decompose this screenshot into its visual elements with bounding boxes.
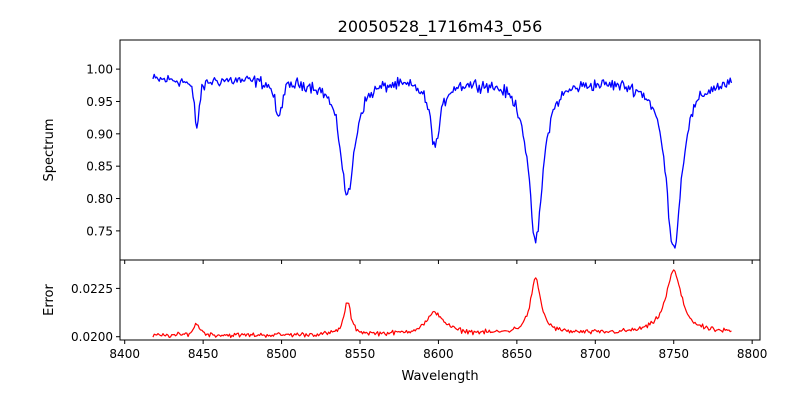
spectrum-y-tick-label: 0.90 [86,127,113,141]
x-tick-label: 8800 [737,347,768,361]
spectrum-y-tick-label: 0.80 [86,192,113,206]
spectrum-y-ticks: 0.75 0.80 0.85 0.90 0.95 1.00 [86,63,120,238]
spectrum-y-tick-label: 1.00 [86,63,113,77]
x-tick-label: 8650 [502,347,533,361]
error-y-tick-label: 0.0200 [71,330,113,344]
x-axis-label: Wavelength [401,369,478,384]
x-tick-label: 8750 [658,347,689,361]
error-axes-frame [119,259,761,341]
chart-title: 20050528_1716m43_056 [338,17,543,37]
x-tick-label: 8550 [345,347,376,361]
spectrum-y-axis-label: Spectrum [42,119,57,182]
x-tick-label: 8500 [266,347,297,361]
error-y-axis-label: Error [42,284,57,316]
error-series-line [152,269,732,339]
x-tick-label: 8600 [423,347,454,361]
x-tick-label: 8400 [109,347,140,361]
error-y-tick-label: 0.0225 [71,282,113,296]
spectrum-y-tick-label: 0.85 [86,160,113,174]
error-y-ticks: 0.0200 0.0225 [71,282,120,344]
spectrum-y-tick-label: 0.75 [86,224,113,238]
spectrum-series-line [152,73,733,249]
error-x-ticks: 8400 8450 8500 8550 8600 8650 8700 8750 8800 [109,340,767,361]
spectrum-y-tick-label: 0.95 [86,95,113,109]
x-tick-label: 8700 [580,347,611,361]
x-tick-label: 8450 [188,347,219,361]
spectrum-x-ticks [124,260,753,264]
error-panel: Error Wavelength 0.0200 0.0225 8400 8450 85… [42,259,767,384]
